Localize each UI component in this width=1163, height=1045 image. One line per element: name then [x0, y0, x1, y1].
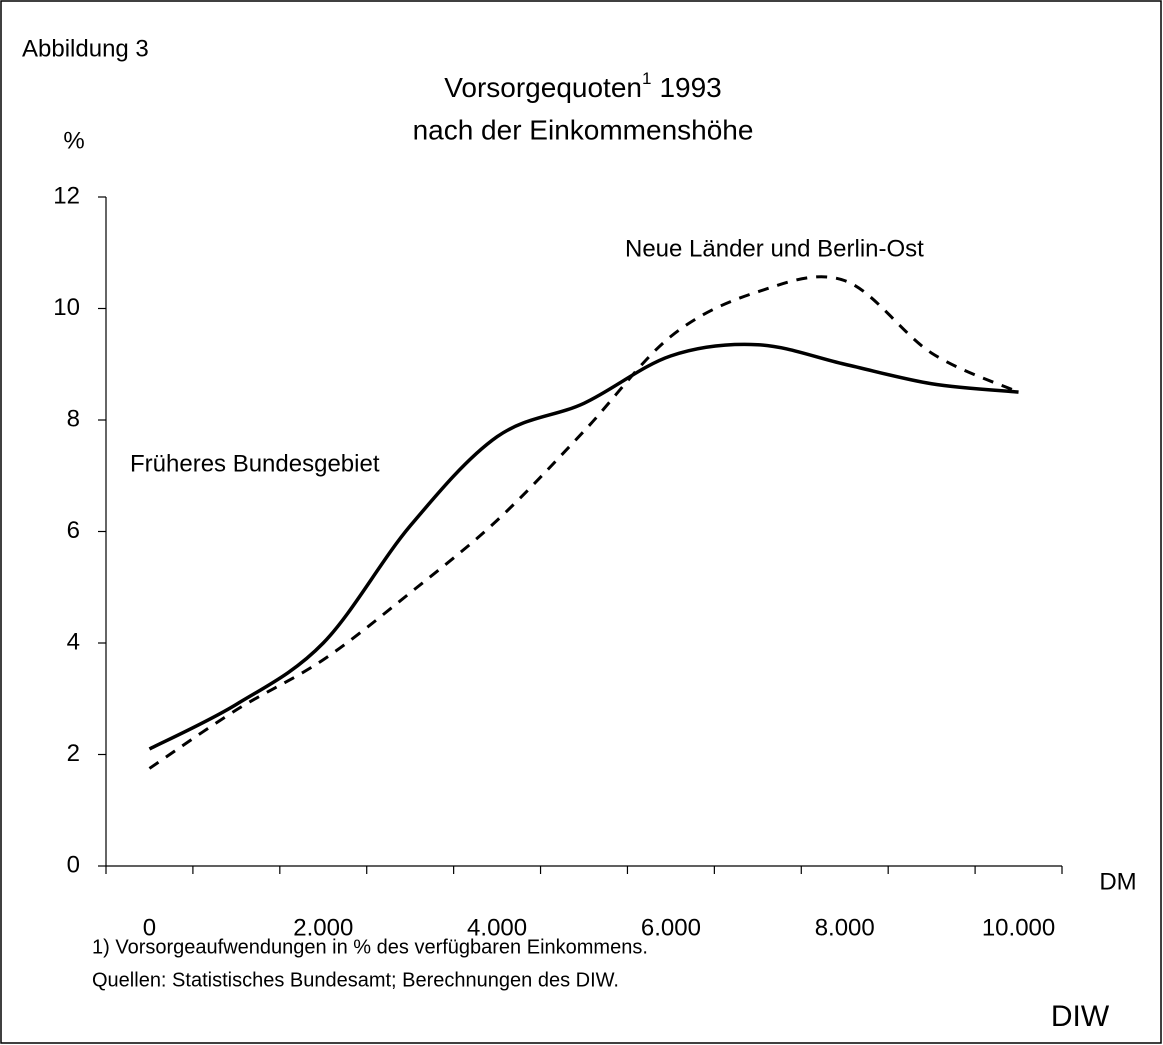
y-tick-label: 4 — [67, 628, 80, 655]
x-tick-label: 4.000 — [467, 914, 527, 941]
series-label: Früheres Bundesgebiet — [130, 450, 380, 477]
footnote: 1) Vorsorgeaufwendungen in % des verfügb… — [92, 936, 648, 958]
y-axis-label: % — [63, 127, 84, 154]
source: DIW — [1051, 1000, 1110, 1033]
y-tick-label: 12 — [53, 182, 80, 209]
x-tick-label: 6.000 — [641, 914, 701, 941]
title-text: Vorsorgequoten — [444, 72, 642, 103]
chart-subtitle: nach der Einkommenshöhe — [413, 114, 754, 145]
series-line — [148, 342, 1019, 751]
x-tick-label: 0 — [143, 914, 156, 941]
x-tick-label: 8.000 — [815, 914, 875, 941]
y-tick-label: 10 — [53, 294, 80, 321]
chart-title: Vorsorgequoten1 1993 — [444, 69, 721, 103]
x-tick-label: 2.000 — [293, 914, 353, 941]
title-year: 1993 — [659, 72, 721, 103]
x-tick-label: 10.000 — [982, 914, 1055, 941]
series-line — [148, 275, 1020, 770]
y-tick-label: 8 — [67, 405, 80, 432]
figure-label: Abbildung 3 — [22, 35, 149, 62]
x-axis-label: DM — [1099, 868, 1136, 895]
y-tick-label: 2 — [67, 740, 80, 767]
footnote: Quellen: Statistisches Bundesamt; Berech… — [92, 969, 619, 991]
title-footnote-mark: 1 — [642, 69, 651, 88]
y-tick-label: 0 — [67, 851, 80, 878]
y-tick-label: 6 — [67, 517, 80, 544]
series-label: Neue Länder und Berlin-Ost — [625, 235, 924, 262]
